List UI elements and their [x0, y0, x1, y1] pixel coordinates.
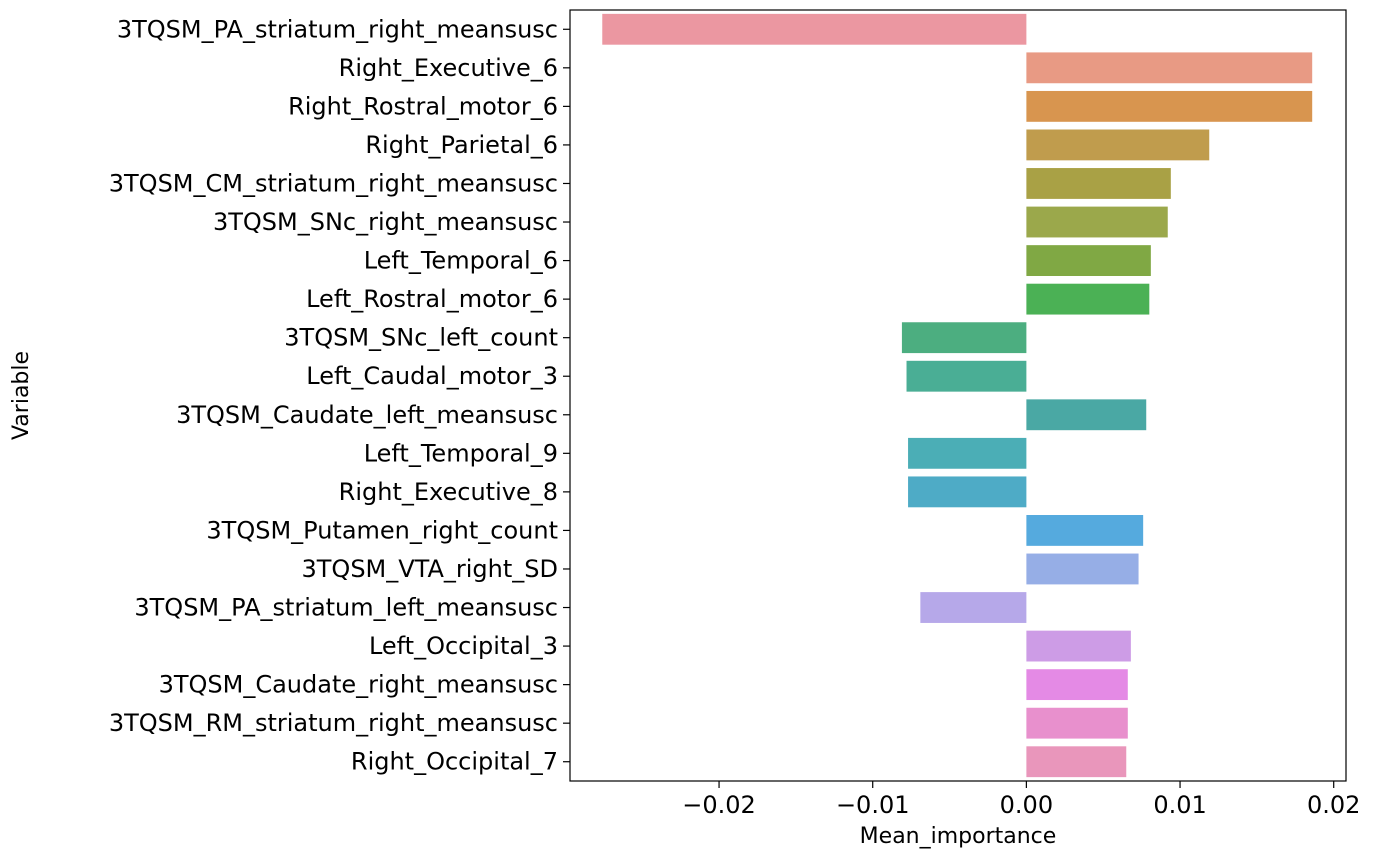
x-tick-labels: −0.02 −0.01 0.00 0.01 0.02: [682, 791, 1360, 819]
bar-5: [1026, 168, 1171, 199]
y-tick-label: Left_Temporal_9: [364, 439, 558, 467]
y-tick-labels: 3TQSM_PA_striatum_right_meansusc Right_Ex…: [109, 15, 558, 775]
y-axis-label: Variable: [9, 351, 34, 440]
bar-16: [920, 592, 1027, 623]
bar-6: [1026, 206, 1168, 238]
bar-3: [1026, 90, 1313, 122]
y-tick-label: Right_Executive_6: [339, 54, 558, 82]
bars-layer: [602, 13, 1313, 778]
bar-18: [1026, 669, 1128, 701]
bar-20: [1026, 746, 1127, 778]
plot-frame: [569, 9, 1347, 782]
y-tick-label: Left_Temporal_6: [364, 247, 558, 275]
y-tick-label: Left_Rostral_motor_6: [306, 285, 558, 313]
bar-19: [1026, 707, 1128, 739]
y-tick-label: 3TQSM_SNc_left_count: [284, 324, 558, 352]
y-tick-label: Right_Parietal_6: [365, 131, 558, 159]
y-tick-label: Right_Executive_8: [339, 478, 558, 506]
y-tick-label: 3TQSM_Caudate_right_meansusc: [159, 671, 558, 699]
bar-8: [1026, 283, 1150, 315]
x-tick-label: −0.01: [836, 791, 910, 819]
bar-4: [1026, 129, 1210, 161]
x-tick-marks: [718, 781, 1335, 788]
x-tick-label: 0.00: [1000, 791, 1053, 819]
x-tick-label: 0.01: [1153, 791, 1206, 819]
x-tick-label: 0.02: [1307, 791, 1360, 819]
y-tick-label: 3TQSM_RM_striatum_right_meansusc: [109, 709, 558, 737]
y-tick-label: Right_Rostral_motor_6: [288, 92, 558, 120]
bar-7: [1026, 245, 1151, 276]
y-tick-label: 3TQSM_PA_striatum_left_meansusc: [134, 594, 558, 622]
y-tick-label: Left_Caudal_motor_3: [306, 362, 558, 390]
bar-10: [906, 360, 1027, 392]
y-tick-label: 3TQSM_CM_striatum_right_meansusc: [109, 169, 558, 197]
y-tick-label: 3TQSM_Putamen_right_count: [206, 516, 558, 544]
bar-13: [908, 476, 1027, 508]
y-tick-label: 3TQSM_VTA_right_SD: [302, 555, 559, 583]
x-axis-label: Mean_importance: [860, 824, 1057, 849]
bar-1: [602, 13, 1027, 45]
bar-9: [901, 322, 1027, 354]
bar-17: [1026, 630, 1131, 662]
y-tick-label: Right_Occipital_7: [351, 748, 558, 776]
y-tick-label: 3TQSM_PA_striatum_right_meansusc: [117, 15, 558, 43]
y-tick-label: Left_Occipital_3: [369, 632, 558, 660]
bar-12: [908, 437, 1027, 469]
bar-11: [1026, 399, 1147, 431]
bar-2: [1026, 52, 1313, 84]
y-tick-label: 3TQSM_Caudate_left_meansusc: [176, 401, 558, 429]
bar-14: [1026, 515, 1144, 546]
y-tick-marks: [563, 28, 570, 763]
y-tick-label: 3TQSM_SNc_right_meansusc: [213, 208, 558, 236]
bar-15: [1026, 553, 1139, 585]
x-tick-label: −0.02: [682, 791, 756, 819]
